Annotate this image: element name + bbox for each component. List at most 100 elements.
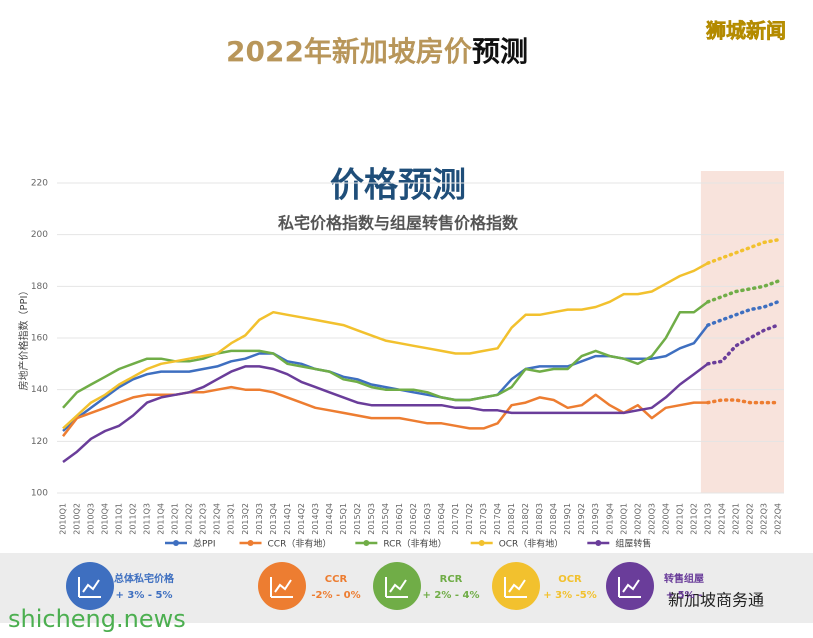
chart-title: 价格预测: [330, 166, 466, 206]
forecast-icon-glyph: [270, 577, 293, 598]
x-tick-label: 2013Q4: [269, 503, 278, 535]
x-tick-label: 2013Q1: [227, 503, 236, 535]
watermark: 狮城新闻: [706, 19, 786, 43]
x-tick-label: 2020Q3: [647, 503, 656, 535]
chart-subtitle: 私宅价格指数与组屋转售价格指数: [278, 214, 519, 233]
legend-label: 总PPI: [193, 538, 216, 550]
forecast-icon-glyph: [385, 577, 408, 598]
x-tick-label: 2018Q2: [521, 503, 530, 535]
x-tick-label: 2018Q1: [507, 503, 516, 535]
x-tick-label: 2015Q2: [353, 503, 362, 535]
footer-left: shicheng.news: [8, 605, 186, 633]
x-tick-label: 2011Q1: [115, 503, 124, 535]
forecast-range: + 3% - 5%: [116, 590, 173, 601]
series-line: [62, 324, 709, 432]
x-tick-label: 2019Q1: [563, 503, 572, 535]
x-tick-label: 2012Q4: [213, 503, 222, 535]
x-tick-label: 2018Q4: [549, 503, 558, 535]
forecast-region: [700, 171, 784, 493]
x-tick-label: 2020Q1: [619, 503, 628, 535]
forecast-name: RCR: [440, 574, 463, 585]
x-tick-label: 2016Q4: [437, 503, 446, 535]
x-tick-label: 2012Q1: [171, 503, 180, 535]
y-tick-label: 100: [31, 489, 48, 499]
x-tick-label: 2022Q1: [731, 503, 740, 535]
x-tick-label: 2021Q4: [717, 503, 726, 535]
x-tick-label: 2015Q1: [339, 503, 348, 535]
y-tick-label: 160: [31, 334, 48, 344]
x-tick-label: 2022Q4: [774, 503, 783, 535]
forecast-icon-glyph: [618, 577, 641, 598]
forecast-name: CCR: [325, 574, 348, 585]
forecast-icon-glyph: [78, 577, 101, 598]
legend-dot: [595, 540, 602, 546]
x-tick-label: 2014Q2: [297, 503, 306, 535]
x-tick-label: 2019Q2: [577, 503, 586, 535]
x-tick-label: 2017Q4: [493, 503, 502, 535]
legend-dot: [247, 540, 254, 546]
x-tick-label: 2014Q3: [311, 503, 320, 535]
x-tick-label: 2014Q1: [283, 503, 292, 535]
series-line: [62, 362, 709, 464]
x-tick-label: 2012Q2: [185, 503, 194, 535]
x-tick-label: 2015Q4: [381, 503, 390, 535]
x-tick-label: 2016Q2: [409, 503, 418, 535]
legend-label: OCR（非有地）: [499, 538, 564, 550]
page-title-dark: 预测: [472, 35, 528, 68]
x-tick-label: 2017Q3: [479, 503, 488, 535]
x-tick-label: 2017Q2: [465, 503, 474, 535]
x-tick-label: 2012Q3: [199, 503, 208, 535]
x-tick-label: 2013Q2: [241, 503, 250, 535]
x-tick-label: 2017Q1: [451, 503, 460, 535]
series-line: [706, 279, 780, 304]
legend-dot: [173, 540, 179, 546]
series-line: [706, 238, 780, 265]
y-tick-label: 180: [31, 282, 48, 292]
legend-label: 组屋转售: [615, 538, 651, 550]
y-tick-label: 120: [31, 437, 48, 447]
x-tick-label: 2014Q4: [325, 503, 334, 535]
x-tick-label: 2010Q1: [59, 503, 68, 535]
y-tick-label: 200: [31, 230, 48, 240]
series-line: [706, 398, 780, 405]
x-tick-label: 2011Q4: [157, 503, 166, 535]
x-tick-label: 2010Q2: [73, 503, 82, 535]
x-tick-label: 2021Q1: [675, 503, 684, 535]
forecast-range: + 3% -5%: [543, 590, 596, 601]
legend-label: RCR（非有地）: [383, 538, 446, 550]
series-line: [62, 262, 709, 430]
x-tick-label: 2011Q3: [143, 503, 152, 535]
forecast-range: + 5% -: [666, 590, 702, 601]
series-line: [62, 300, 709, 409]
forecast-name: OCR: [558, 574, 582, 585]
x-tick-label: 2021Q2: [689, 503, 698, 535]
y-tick-label: 220: [31, 179, 48, 189]
x-tick-label: 2020Q2: [633, 503, 642, 535]
footer-right: 新加坡商务通: [668, 591, 764, 610]
legend-dot: [478, 540, 485, 546]
x-tick-label: 2018Q3: [535, 503, 544, 535]
x-tick-label: 2021Q3: [703, 503, 712, 535]
x-tick-label: 2016Q3: [423, 503, 432, 535]
x-tick-label: 2022Q2: [745, 503, 754, 535]
forecast-range: + 2% - 4%: [423, 590, 480, 601]
x-tick-label: 2013Q3: [255, 503, 264, 535]
x-tick-label: 2022Q3: [759, 503, 768, 535]
legend-label: CCR（非有地）: [268, 538, 332, 550]
x-tick-label: 2019Q4: [605, 503, 614, 535]
series-line: [706, 300, 780, 327]
y-tick-label: 140: [31, 385, 48, 395]
x-tick-label: 2016Q1: [395, 503, 404, 535]
series-line: [706, 323, 780, 366]
forecast-name: 转售组屋: [664, 572, 704, 585]
legend-dot: [363, 540, 370, 546]
x-tick-label: 2010Q3: [87, 503, 96, 535]
forecast-name: 总体私宅价格: [114, 572, 175, 585]
x-tick-label: 2020Q4: [661, 503, 670, 535]
x-tick-label: 2019Q3: [591, 503, 600, 535]
forecast-icon-glyph: [504, 577, 527, 598]
page-title: 2022年新加坡房价: [226, 35, 473, 68]
y-axis-label: 房地产价格指数（PPI）: [17, 285, 30, 390]
